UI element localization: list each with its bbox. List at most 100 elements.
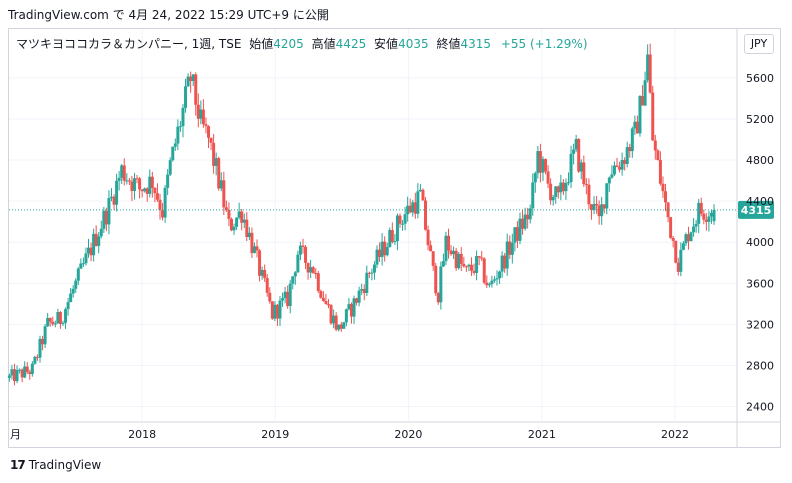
candle-body	[301, 245, 305, 247]
candle-body	[222, 180, 226, 208]
candle-body	[633, 121, 637, 129]
candle-body	[229, 218, 233, 231]
candle-body	[669, 217, 673, 238]
candle-body	[551, 196, 555, 201]
candle-body	[117, 177, 121, 181]
candle-body	[112, 196, 116, 205]
candle-body	[416, 191, 420, 214]
candle-body	[426, 229, 430, 246]
candle-body	[227, 209, 231, 219]
candle-body	[482, 258, 486, 283]
candle-body	[140, 189, 144, 192]
candle-body	[477, 256, 481, 258]
candle-body	[584, 184, 588, 186]
candle-body	[378, 249, 382, 257]
candle-body	[395, 215, 399, 242]
candle-body	[283, 291, 287, 299]
candle-body	[201, 109, 205, 125]
candle-body	[339, 324, 343, 329]
chart-grid	[9, 29, 781, 447]
last-price-line: 4315	[9, 200, 774, 219]
candle-body	[431, 251, 435, 266]
candle-body	[444, 235, 448, 262]
candle-body	[686, 234, 690, 242]
candle-body	[505, 241, 509, 269]
candle-body	[421, 189, 425, 201]
candle-body	[439, 266, 443, 303]
candle-body	[130, 181, 134, 191]
candle-body	[664, 191, 668, 203]
candle-body	[176, 126, 180, 144]
candle-body	[94, 233, 98, 246]
candle-body	[286, 291, 290, 307]
candles	[7, 43, 716, 386]
candle-body	[321, 297, 325, 301]
candle-body	[270, 301, 274, 319]
candle-body	[618, 166, 622, 170]
candle-body	[398, 215, 402, 224]
x-tick-label: 2018	[128, 428, 156, 441]
candle-body	[115, 180, 119, 205]
candle-body	[209, 137, 213, 143]
candle-body	[260, 269, 264, 276]
candle-body	[306, 262, 310, 273]
candle-body	[155, 193, 159, 200]
candle-body	[418, 189, 422, 192]
candle-body	[25, 366, 29, 372]
candle-body	[99, 228, 103, 237]
candle-body	[383, 241, 387, 256]
candle-body	[408, 205, 412, 213]
candle-body	[531, 182, 535, 209]
candle-body	[679, 249, 683, 272]
candle-body	[579, 162, 583, 172]
candle-body	[518, 218, 522, 241]
candle-body	[528, 208, 532, 220]
candle-body	[538, 151, 542, 173]
last-price-badge	[738, 200, 774, 219]
chart-frame	[8, 28, 781, 448]
candle-body	[472, 270, 476, 273]
tradingview-footer[interactable]: 17 TradingView	[10, 458, 101, 472]
candle-body	[684, 234, 688, 244]
candle-body	[651, 92, 655, 141]
candle-body	[219, 180, 223, 189]
x-tick-label: 2021	[528, 428, 556, 441]
candle-body	[566, 182, 570, 184]
candle-body	[316, 273, 320, 292]
candle-body	[508, 241, 512, 255]
candle-body	[194, 74, 198, 105]
candle-body	[281, 298, 285, 301]
candle-body	[612, 165, 616, 175]
change-value: +55 (+1.29%)	[500, 37, 588, 51]
candle-body	[582, 162, 586, 185]
candle-body	[214, 158, 218, 166]
candle-body	[296, 254, 300, 273]
candle-body	[51, 321, 55, 325]
candle-body	[490, 280, 494, 285]
candle-body	[541, 159, 545, 173]
candle-body	[380, 241, 384, 257]
candle-body	[135, 178, 139, 180]
y-tick-label: 3200	[746, 318, 774, 331]
candle-body	[87, 247, 91, 254]
candle-body	[656, 150, 660, 161]
candle-body	[643, 80, 647, 106]
candle-body	[240, 211, 244, 223]
candle-body	[572, 149, 576, 154]
candle-body	[143, 188, 147, 192]
candle-body	[265, 278, 269, 293]
last-price-label: 4315	[741, 204, 772, 217]
candle-body	[76, 268, 80, 281]
candle-body	[434, 265, 438, 294]
candle-body	[653, 140, 657, 151]
candle-body	[393, 241, 397, 243]
candle-body	[158, 199, 162, 211]
candle-body	[630, 128, 634, 152]
currency-badge[interactable]: JPY	[744, 34, 774, 54]
candle-body	[638, 95, 642, 134]
candle-body	[515, 227, 519, 241]
candle-body	[628, 147, 632, 152]
candle-body	[109, 196, 113, 199]
candle-body	[288, 283, 292, 307]
